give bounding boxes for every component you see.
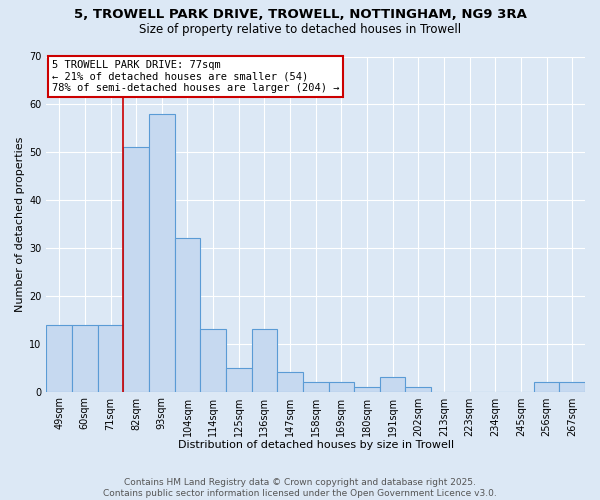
Bar [72, 324, 98, 392]
Text: Contains HM Land Registry data © Crown copyright and database right 2025.
Contai: Contains HM Land Registry data © Crown c… [103, 478, 497, 498]
Text: 5 TROWELL PARK DRIVE: 77sqm
← 21% of detached houses are smaller (54)
78% of sem: 5 TROWELL PARK DRIVE: 77sqm ← 21% of det… [52, 60, 339, 93]
Bar [226, 368, 251, 392]
Bar [251, 330, 277, 392]
Y-axis label: Number of detached properties: Number of detached properties [15, 136, 25, 312]
Bar [329, 382, 354, 392]
Text: 5, TROWELL PARK DRIVE, TROWELL, NOTTINGHAM, NG9 3RA: 5, TROWELL PARK DRIVE, TROWELL, NOTTINGH… [74, 8, 526, 20]
Bar [534, 382, 559, 392]
Bar [559, 382, 585, 392]
Bar [303, 382, 329, 392]
Bar [149, 114, 175, 392]
Bar [46, 324, 72, 392]
Bar [98, 324, 124, 392]
Bar [354, 387, 380, 392]
X-axis label: Distribution of detached houses by size in Trowell: Distribution of detached houses by size … [178, 440, 454, 450]
Bar [175, 238, 200, 392]
Bar [277, 372, 303, 392]
Text: Size of property relative to detached houses in Trowell: Size of property relative to detached ho… [139, 22, 461, 36]
Bar [124, 148, 149, 392]
Bar [406, 387, 431, 392]
Bar [200, 330, 226, 392]
Bar [380, 377, 406, 392]
